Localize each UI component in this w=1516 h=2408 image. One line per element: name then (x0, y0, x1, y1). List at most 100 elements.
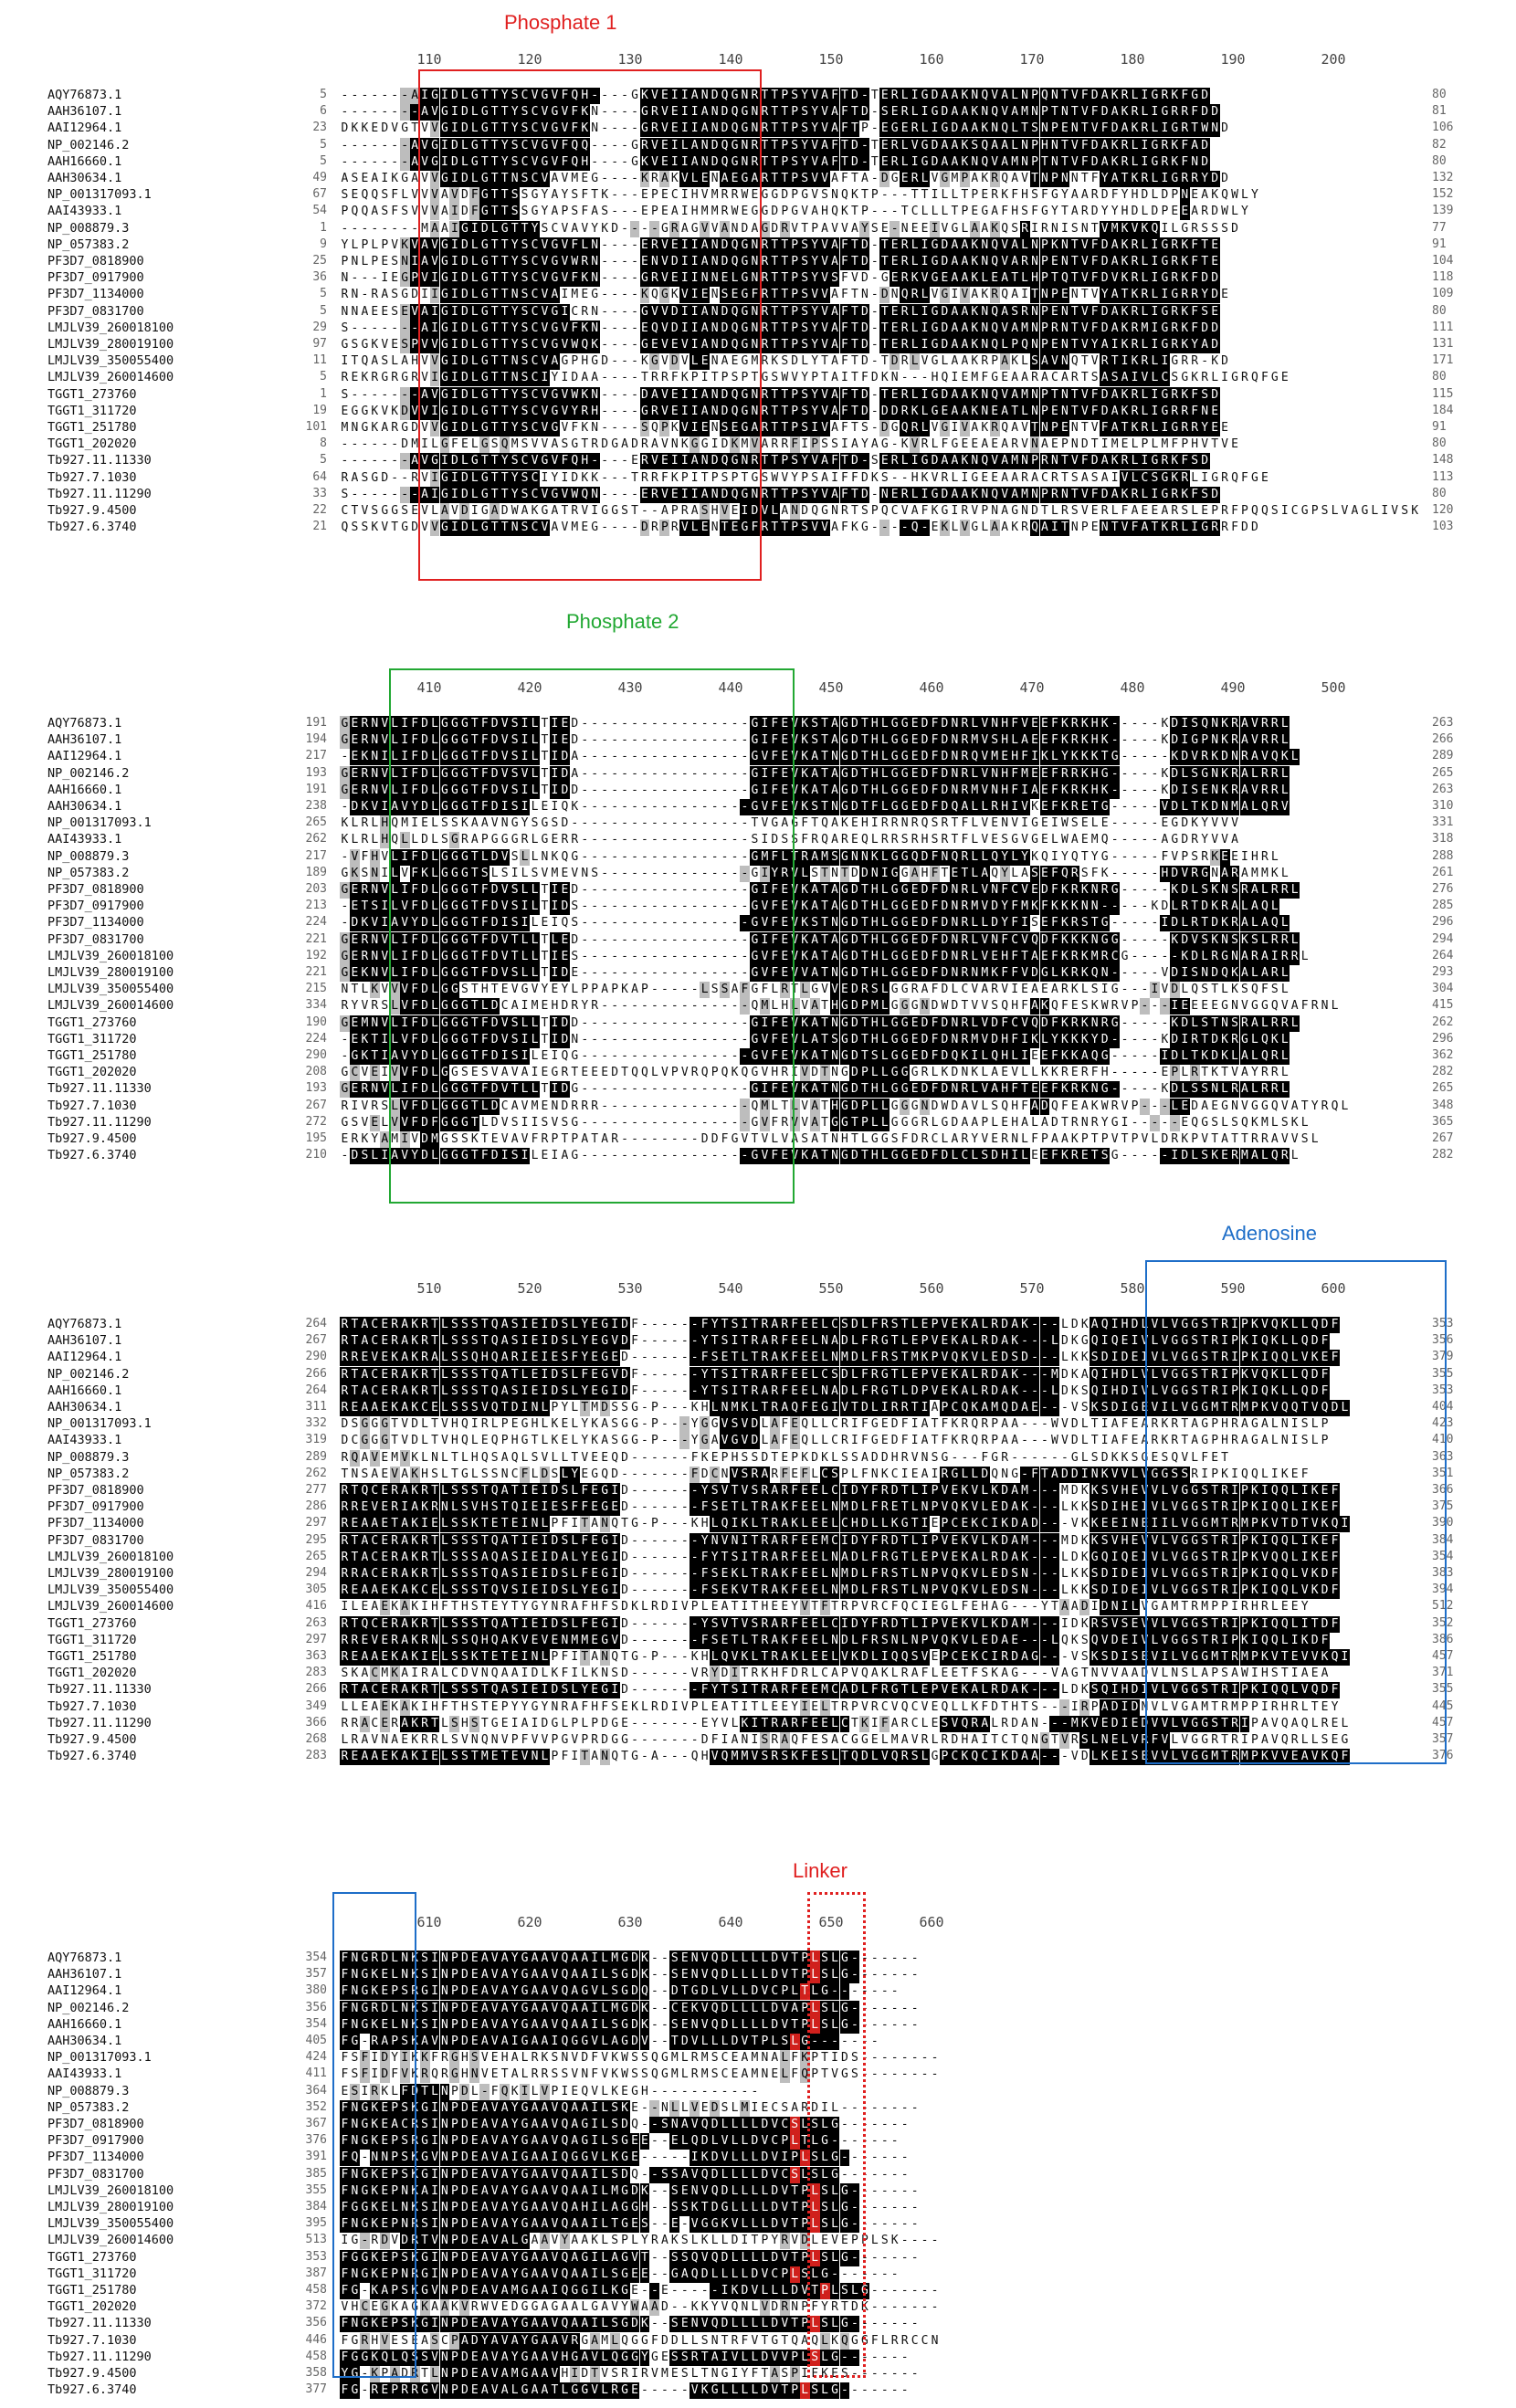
residue: G (900, 949, 910, 965)
residue: P (780, 204, 790, 220)
residue: D (1160, 187, 1170, 204)
residue: N (1040, 171, 1050, 187)
residue: A (960, 799, 970, 815)
residue: Q (990, 866, 1000, 882)
residue: R (990, 171, 1000, 187)
residue: K (1130, 171, 1140, 187)
residue: K (920, 470, 930, 487)
residue: E (980, 470, 990, 487)
residue: F (1040, 899, 1050, 915)
residue: M (1010, 453, 1020, 469)
residue: - (1130, 783, 1140, 799)
residue: F (840, 353, 850, 370)
residue: V (1079, 487, 1090, 503)
residue: R (1220, 520, 1230, 536)
residue: F (1090, 487, 1100, 503)
residue: V (1079, 304, 1090, 321)
residue: V (1240, 1099, 1250, 1115)
residue: N (1320, 998, 1330, 1015)
residue: G (890, 949, 900, 965)
sequence-id: AAI43933.1 (47, 832, 121, 846)
residue: G (400, 370, 410, 386)
residue: K (800, 749, 810, 765)
residue: P (1130, 1099, 1140, 1115)
residue: K (970, 404, 980, 420)
residue: E (400, 304, 410, 321)
residue: F (930, 1081, 940, 1098)
residue: K (1000, 187, 1010, 204)
residue: V (980, 899, 990, 915)
residue: R (960, 899, 970, 915)
residue: T (820, 766, 830, 783)
residue: D (940, 1048, 950, 1065)
residue: D (940, 766, 950, 783)
residue: R (1220, 470, 1230, 487)
residue: A (1059, 370, 1069, 386)
residue: F (1010, 766, 1020, 783)
residue: A (1079, 1048, 1090, 1065)
residue: R (1259, 1065, 1269, 1081)
residue: G (1160, 304, 1170, 321)
residue: E (990, 815, 1000, 832)
residue: A (1010, 387, 1020, 404)
residue: V (980, 1032, 990, 1048)
residue: A (960, 387, 970, 404)
sequence-id: Tb927.11.11290 (47, 487, 152, 501)
residue: A (1030, 783, 1040, 799)
residue: Y (1090, 849, 1100, 866)
residue: G (1200, 520, 1210, 536)
residue: - (1120, 732, 1130, 749)
start-position: 5 (289, 304, 327, 318)
residue: R (1110, 1099, 1120, 1115)
residue: T (859, 783, 869, 799)
residue: V (810, 88, 820, 104)
residue: R (1249, 949, 1259, 965)
residue: - (879, 520, 890, 536)
residue: - (390, 154, 400, 171)
residue: - (1160, 932, 1170, 949)
residue: G (840, 1099, 850, 1115)
residue: F (1049, 732, 1059, 749)
residue: A (1000, 353, 1010, 370)
residue: G (890, 1081, 900, 1098)
sequence-id: TGGT1_202020 (47, 1065, 137, 1079)
residue: A (1200, 337, 1210, 353)
residue: K (1120, 237, 1130, 254)
residue: D (1030, 503, 1040, 520)
residue: G (900, 899, 910, 915)
residue: M (869, 998, 879, 1015)
residue: G (859, 520, 869, 536)
residue: A (940, 154, 950, 171)
residue: V (360, 503, 370, 520)
residue: S (1150, 470, 1160, 487)
residue: Y (810, 304, 820, 321)
residue: V (390, 237, 400, 254)
residue: F (930, 949, 940, 965)
residue: K (1230, 965, 1240, 982)
residue: T (360, 899, 370, 915)
residue: M (950, 171, 960, 187)
residue: T (1210, 1015, 1220, 1032)
residue: R (1130, 321, 1140, 337)
start-position: 9 (289, 237, 327, 251)
start-position: 217 (289, 749, 327, 762)
residue: D (1170, 866, 1180, 882)
residue: - (1150, 965, 1160, 982)
residue: D (1200, 453, 1210, 469)
residue: D (790, 353, 800, 370)
residue: T (1190, 121, 1200, 137)
residue: F (1049, 1048, 1059, 1065)
residue: S (1030, 866, 1040, 882)
residue: D (859, 487, 869, 503)
residue: E (890, 254, 900, 270)
residue: - (360, 487, 370, 503)
residue: E (1030, 882, 1040, 899)
residue: G (900, 849, 910, 866)
residue: G (940, 503, 950, 520)
sequence-id: LMJLV39_350055400 (47, 982, 174, 996)
residue: V (1090, 353, 1100, 370)
residue: H (1000, 783, 1010, 799)
residue: F (930, 915, 940, 931)
residue: L (970, 1015, 980, 1032)
residue: Y (1000, 915, 1010, 931)
